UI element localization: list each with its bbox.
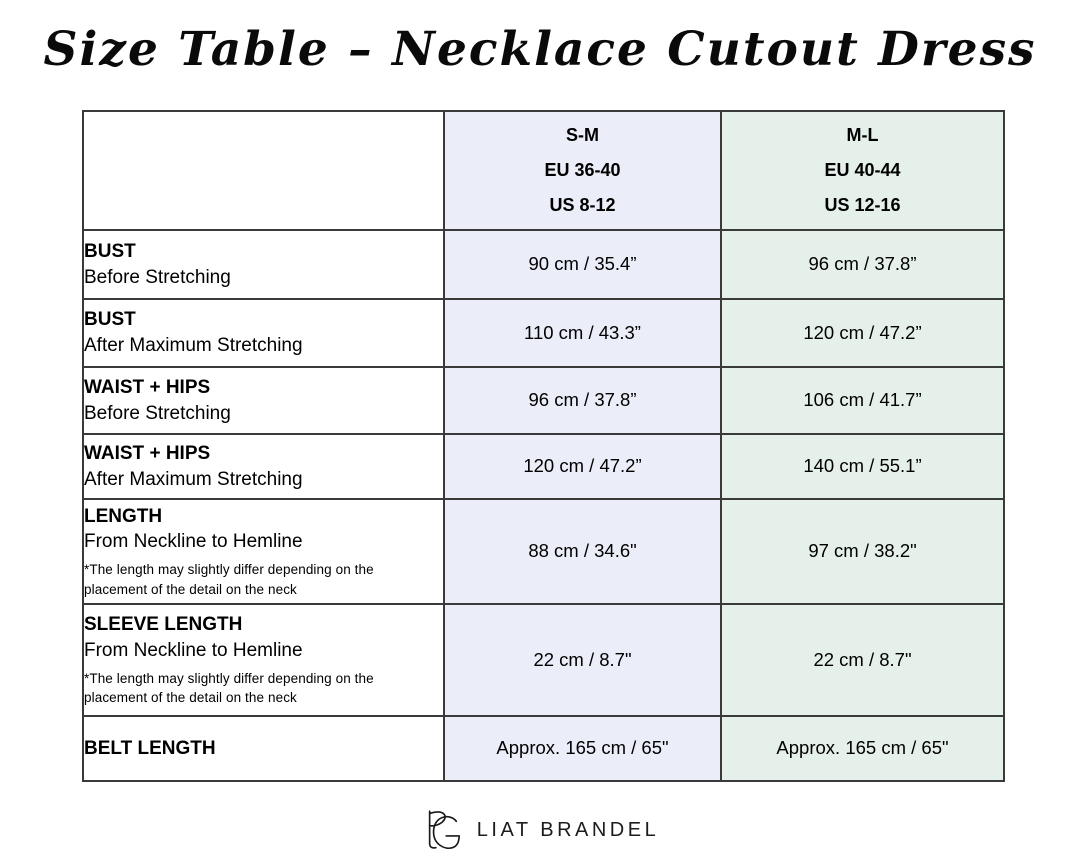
value-text: 97 cm / 38.2" (808, 540, 917, 562)
measurement-name: BELT LENGTH (84, 737, 216, 759)
value-text: 120 cm / 47.2” (523, 455, 642, 477)
measurement-value-sm: 96 cm / 37.8” (443, 366, 722, 435)
value-text: 106 cm / 41.7” (803, 389, 922, 411)
size-eu-sm: EU 36-40 (544, 160, 621, 180)
measurement-value-ml: 140 cm / 55.1” (720, 433, 1005, 500)
size-eu-ml: EU 40-44 (824, 160, 901, 180)
measurement-label: WAIST + HIPS Before Stretching (82, 366, 445, 435)
measurement-label: BUST Before Stretching (82, 229, 445, 300)
measurement-value-ml: 120 cm / 47.2” (720, 298, 1005, 368)
measurement-value-sm: 22 cm / 8.7" (443, 603, 722, 717)
lb-monogram-icon (428, 810, 460, 849)
measurement-sub: From Neckline to Hemline (84, 531, 303, 553)
brand-footer: LIAT BRANDEL (0, 804, 1080, 856)
measurement-name: BUST (84, 309, 136, 331)
value-text: 110 cm / 43.3” (524, 321, 641, 343)
measurement-sub: Before Stretching (84, 402, 231, 424)
measurement-name: LENGTH (84, 505, 163, 527)
size-column-header-ml: M-L EU 40-44 US 12-16 (720, 110, 1005, 231)
measurement-value-sm: 110 cm / 43.3” (443, 298, 722, 368)
value-text: 140 cm / 55.1” (803, 455, 922, 477)
measurement-label: WAIST + HIPS After Maximum Stretching (82, 433, 445, 500)
table-row-bust-before: BUST Before Stretching 90 cm / 35.4” 96 … (82, 229, 1005, 300)
measurement-value-ml: Approx. 165 cm / 65" (720, 715, 1005, 782)
table-row-sleeve-length: SLEEVE LENGTH From Neckline to Hemline *… (82, 603, 1005, 717)
measurement-name: BUST (84, 240, 136, 262)
table-row-bust-after: BUST After Maximum Stretching 110 cm / 4… (82, 298, 1005, 368)
value-text: 96 cm / 37.8” (528, 389, 637, 411)
size-name-sm: S-M (566, 125, 599, 145)
measurement-label: BUST After Maximum Stretching (82, 298, 445, 368)
measurement-value-sm: 90 cm / 35.4” (443, 229, 722, 300)
table-row-waist-before: WAIST + HIPS Before Stretching 96 cm / 3… (82, 366, 1005, 435)
value-text: 120 cm / 47.2” (803, 321, 922, 343)
size-us-ml: US 12-16 (824, 195, 901, 215)
measurement-value-sm: 88 cm / 34.6" (443, 498, 722, 605)
table-row-length: LENGTH From Neckline to Hemline *The len… (82, 498, 1005, 605)
value-text: 22 cm / 8.7" (813, 648, 912, 670)
measurement-name: WAIST + HIPS (84, 376, 211, 398)
brand-name: LIAT BRANDEL (476, 818, 660, 841)
measurement-value-ml: 22 cm / 8.7" (720, 603, 1005, 717)
measurement-label: LENGTH From Neckline to Hemline *The len… (82, 498, 445, 605)
measurement-name: WAIST + HIPS (84, 442, 211, 464)
value-text: 90 cm / 35.4” (528, 253, 637, 275)
measurement-value-ml: 106 cm / 41.7” (720, 366, 1005, 435)
page-title: Size Table – Necklace Cutout Dress (43, 22, 1037, 77)
size-us-sm: US 8-12 (549, 195, 616, 215)
measurement-note: *The length may slightly differ dependin… (84, 562, 374, 597)
value-text: 96 cm / 37.8” (808, 253, 917, 275)
header-row: S-M EU 36-40 US 8-12 M-L EU 40-44 US 12-… (82, 110, 1005, 231)
measurement-note: *The length may slightly differ dependin… (84, 670, 374, 706)
measurement-value-sm: Approx. 165 cm / 65" (443, 715, 722, 782)
corner-cell (82, 110, 445, 231)
value-text: 88 cm / 34.6" (528, 540, 637, 562)
measurement-value-sm: 120 cm / 47.2” (443, 433, 722, 500)
measurement-value-ml: 96 cm / 37.8” (720, 229, 1005, 300)
measurement-sub: From Neckline to Hemline (84, 639, 303, 661)
measurement-value-ml: 97 cm / 38.2" (720, 498, 1005, 605)
measurement-sub: After Maximum Stretching (84, 335, 303, 356)
size-name-ml: M-L (846, 125, 879, 145)
value-text: Approx. 165 cm / 65" (496, 737, 669, 759)
value-text: 22 cm / 8.7" (533, 648, 632, 670)
table-row-waist-after: WAIST + HIPS After Maximum Stretching 12… (82, 433, 1005, 500)
table-row-belt-length: BELT LENGTH Approx. 165 cm / 65" Approx.… (82, 715, 1005, 782)
measurement-label: BELT LENGTH (82, 715, 445, 782)
measurement-label: SLEEVE LENGTH From Neckline to Hemline *… (82, 603, 445, 717)
value-text: Approx. 165 cm / 65" (776, 737, 949, 759)
measurement-sub: Before Stretching (84, 266, 231, 288)
measurement-name: SLEEVE LENGTH (84, 614, 243, 636)
size-table: S-M EU 36-40 US 8-12 M-L EU 40-44 US 12-… (82, 110, 1005, 782)
measurement-sub: After Maximum Stretching (84, 468, 303, 490)
size-column-header-sm: S-M EU 36-40 US 8-12 (443, 110, 722, 231)
